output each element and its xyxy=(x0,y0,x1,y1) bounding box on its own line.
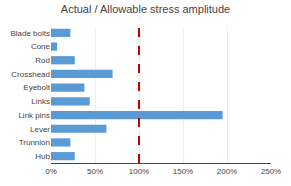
svg-text:Actual / Allowable stress ampl: Actual / Allowable stress amplitude xyxy=(61,3,230,15)
svg-text:Eyebolt: Eyebolt xyxy=(23,83,50,92)
svg-text:Rod: Rod xyxy=(35,56,50,65)
svg-text:Trunnion: Trunnion xyxy=(19,138,50,147)
svg-text:100%: 100% xyxy=(129,167,149,176)
svg-text:Cone: Cone xyxy=(31,42,51,51)
svg-text:Link pins: Link pins xyxy=(18,111,50,120)
svg-text:0%: 0% xyxy=(45,167,57,176)
svg-text:50%: 50% xyxy=(87,167,103,176)
svg-text:250%: 250% xyxy=(261,167,281,176)
svg-text:Lever: Lever xyxy=(30,125,50,134)
svg-text:Links: Links xyxy=(31,97,50,106)
svg-text:Hub: Hub xyxy=(35,152,50,161)
svg-text:150%: 150% xyxy=(173,167,193,176)
svg-text:200%: 200% xyxy=(217,167,237,176)
svg-text:Crosshead: Crosshead xyxy=(11,70,50,79)
svg-text:Blade bolts: Blade bolts xyxy=(10,29,50,38)
